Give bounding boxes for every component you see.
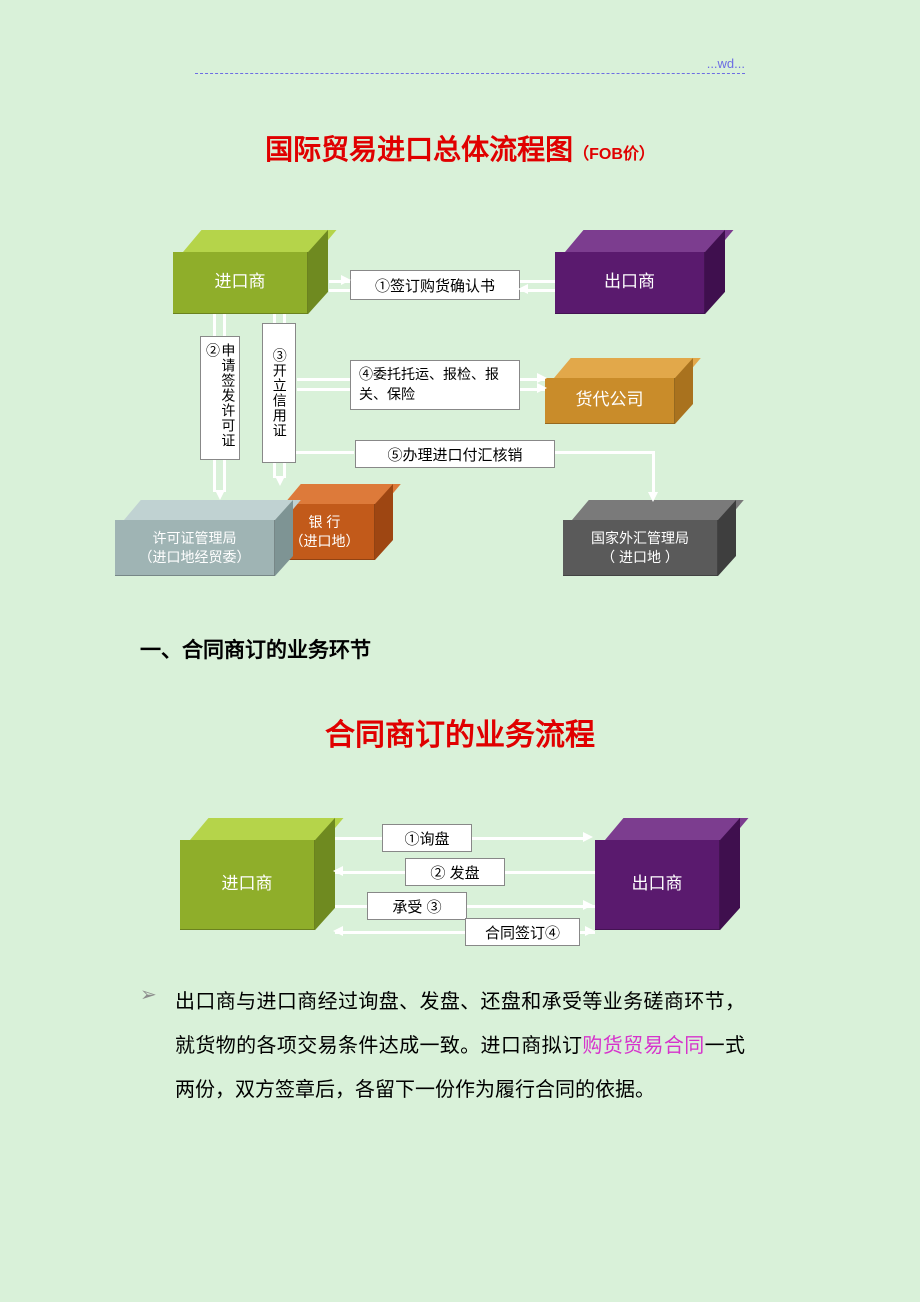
arrow-line: [335, 931, 465, 934]
header-text: ...wd...: [707, 56, 745, 71]
arrow-head: [585, 926, 595, 936]
arrow-head: [648, 492, 658, 502]
flowchart-overall: 进口商 出口商 货代公司 银 行 （进口地） 许可证管理局 （进口地经贸委） 国…: [145, 240, 785, 600]
arrow-line: [213, 314, 216, 336]
arrow-line: [223, 460, 226, 492]
license-label: 许可证管理局 （进口地经贸委）: [139, 529, 251, 565]
step5-text: ⑤办理进口付汇核销: [387, 444, 522, 465]
step-3: ③开立信用证: [262, 323, 296, 463]
d2-step-4: 合同签订④: [465, 918, 580, 946]
arrow-head: [537, 383, 547, 393]
arrow-line: [283, 314, 286, 323]
d2s1-text: ①询盘: [404, 828, 449, 849]
bank-label: 银 行 （进口地）: [290, 513, 360, 549]
arrow-head: [275, 476, 285, 486]
step3-text: ③开立信用证: [271, 348, 286, 438]
arrow-head: [518, 284, 528, 294]
section-heading-text: 一、合同商订的业务环节: [140, 639, 371, 662]
step2-text: 申请签发许可证 ②: [205, 343, 236, 453]
arrow-line: [297, 388, 350, 391]
bullet-icon: ➢: [140, 982, 157, 1007]
section-heading: 一、合同商订的业务环节: [140, 634, 371, 664]
arrow-head: [537, 373, 547, 383]
arrow-head: [333, 926, 343, 936]
paragraph: 出口商与进口商经过询盘、发盘、还盘和承受等业务磋商环节，就货物的各项交易条件达成…: [175, 980, 745, 1112]
arrow-head: [333, 866, 343, 876]
d2s3-text: 承受 ③: [392, 896, 441, 917]
arrow-line: [472, 837, 585, 840]
arrow-line: [335, 871, 405, 874]
arrow-line: [213, 460, 216, 492]
sub-title: 合同商订的业务流程: [0, 710, 920, 754]
d2-step-1: ①询盘: [382, 824, 472, 852]
d2-step-3: 承受 ③: [367, 892, 467, 920]
arrow-line: [555, 451, 655, 454]
step-1: ①签订购货确认书: [350, 270, 520, 300]
arrow-line: [273, 314, 276, 323]
flowchart-contract: 进口商 出口商 ①询盘 ② 发盘 承受 ③ 合同签订④: [175, 810, 755, 970]
d2s4-text: 合同签订④: [485, 922, 560, 943]
arrow-head: [341, 275, 351, 285]
step-4: ④委托托运、报检、报关、保险: [350, 360, 520, 410]
arrow-line: [652, 451, 655, 495]
sub-title-text: 合同商订的业务流程: [325, 719, 595, 752]
step-5: ⑤办理进口付汇核销: [355, 440, 555, 468]
para-highlight: 购货贸易合同: [582, 1035, 704, 1057]
forex-label: 国家外汇管理局 （ 进口地 ）: [591, 529, 689, 565]
arrow-line: [335, 837, 382, 840]
arrow-line: [520, 280, 555, 283]
title-sub: （FOB价）: [573, 146, 655, 163]
d2-step-2: ② 发盘: [405, 858, 505, 886]
arrow-line: [329, 289, 350, 292]
page-header: ...wd...: [195, 56, 745, 74]
arrow-head: [583, 900, 593, 910]
importer2-label: 进口商: [222, 873, 273, 895]
step-2: 申请签发许可证 ②: [200, 336, 240, 460]
exporter-label: 出口商: [604, 271, 655, 293]
step1-text: ①签订购货确认书: [375, 275, 495, 296]
arrow-line: [467, 905, 595, 908]
arrow-line: [223, 314, 226, 336]
importer-label: 进口商: [215, 271, 266, 293]
arrow-line: [335, 905, 367, 908]
arrow-head: [583, 832, 593, 842]
arrow-head: [215, 490, 225, 500]
arrow-line: [297, 378, 350, 381]
bullet-char: ➢: [140, 984, 157, 1006]
d2s2-text: ② 发盘: [430, 862, 479, 883]
exporter2-label: 出口商: [632, 873, 683, 895]
arrow-line: [505, 871, 595, 874]
title-text: 国际贸易进口总体流程图: [265, 134, 573, 165]
arrow-line: [296, 451, 354, 454]
freight-label: 货代公司: [576, 389, 644, 411]
main-title: 国际贸易进口总体流程图（FOB价）: [0, 128, 920, 168]
step4-text: ④委托托运、报检、报关、保险: [359, 365, 511, 404]
